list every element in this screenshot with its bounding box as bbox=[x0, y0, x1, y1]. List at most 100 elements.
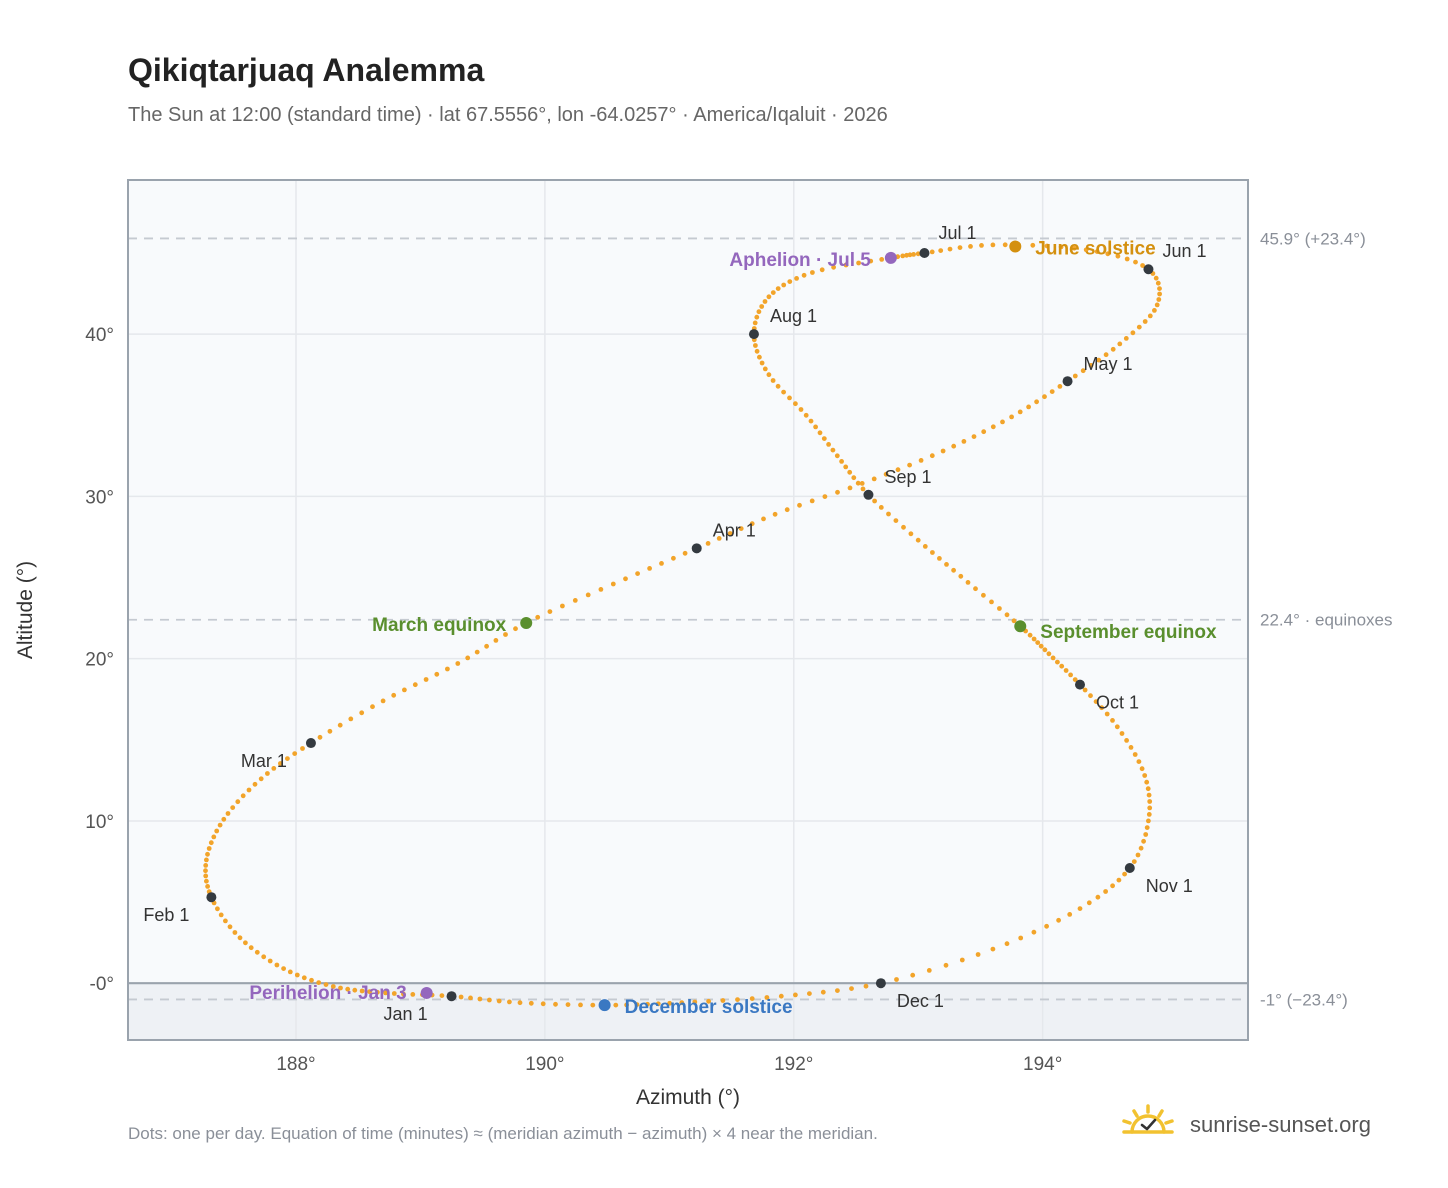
daily-sun-dot bbox=[1147, 313, 1153, 319]
daily-sun-dot bbox=[337, 722, 343, 728]
daily-sun-dot bbox=[598, 587, 604, 592]
daily-sun-dot bbox=[787, 279, 793, 284]
daily-sun-dot bbox=[540, 1001, 546, 1007]
daily-sun-dot bbox=[402, 687, 407, 693]
daily-sun-dot bbox=[208, 840, 214, 846]
daily-sun-dot bbox=[1147, 799, 1153, 804]
daily-sun-dot bbox=[762, 299, 768, 304]
daily-sun-dot bbox=[338, 985, 343, 991]
daily-sun-dot bbox=[445, 666, 450, 672]
daily-sun-dot bbox=[206, 846, 212, 851]
daily-sun-dot bbox=[753, 343, 758, 348]
daily-sun-dot bbox=[1072, 373, 1078, 379]
daily-sun-dot bbox=[879, 257, 885, 262]
daily-sun-dot bbox=[1044, 243, 1050, 249]
daily-sun-dot bbox=[513, 626, 518, 632]
daily-sun-dot bbox=[624, 1002, 629, 1008]
daily-sun-dot bbox=[979, 243, 984, 248]
daily-sun-dot bbox=[965, 580, 971, 585]
daily-sun-dot bbox=[292, 751, 298, 756]
daily-sun-dot bbox=[1146, 818, 1151, 824]
daily-sun-dot bbox=[1059, 663, 1065, 669]
daily-sun-dot bbox=[560, 603, 565, 609]
daily-sun-dot bbox=[203, 863, 209, 868]
month-marker-dot bbox=[691, 543, 702, 554]
month-marker-dot bbox=[1075, 679, 1085, 690]
daily-sun-dot bbox=[1044, 923, 1049, 929]
daily-sun-dot bbox=[1124, 256, 1130, 262]
daily-sun-dot bbox=[738, 526, 744, 531]
daily-sun-dot bbox=[822, 494, 828, 499]
axes: 188° 190° 192° 194° -0° 10° 20° 30° 40° Azimuth (… bbox=[14, 179, 1249, 1109]
brand-name: sunrise-sunset.org bbox=[1190, 1112, 1371, 1137]
brand-logo[interactable]: sunrise-sunset.org bbox=[1118, 1102, 1388, 1146]
month-marker-label: Dec 1 bbox=[897, 991, 944, 1011]
daily-sun-dot bbox=[872, 498, 877, 504]
x-tick-label: 190° bbox=[525, 1054, 564, 1075]
daily-sun-dot bbox=[487, 997, 492, 1003]
daily-sun-dot bbox=[826, 442, 831, 447]
month-marker-label: Jun 1 bbox=[1162, 241, 1206, 261]
daily-sun-dot bbox=[770, 378, 776, 383]
daily-sun-dot bbox=[465, 655, 471, 661]
month-marker-label: Oct 1 bbox=[1096, 693, 1139, 713]
month-marker-dot bbox=[446, 991, 457, 1002]
daily-sun-dot bbox=[938, 248, 944, 254]
daily-sun-dot bbox=[868, 258, 874, 264]
daily-sun-dot bbox=[1068, 672, 1073, 678]
daily-sun-dot bbox=[855, 480, 861, 486]
daily-sun-dot bbox=[367, 989, 372, 995]
daily-sun-dot bbox=[254, 949, 260, 955]
x-tick-label: 194° bbox=[1023, 1054, 1062, 1075]
daily-sun-dot bbox=[301, 975, 307, 981]
daily-sun-dot bbox=[817, 430, 823, 436]
daily-sun-dot bbox=[886, 511, 891, 517]
month-marker-label: Sep 1 bbox=[884, 467, 931, 487]
daily-sun-dot bbox=[477, 996, 483, 1002]
daily-sun-dot bbox=[883, 471, 889, 477]
month-marker-dot bbox=[1062, 376, 1073, 387]
daily-sun-dot bbox=[1145, 786, 1151, 792]
daily-sun-dot bbox=[348, 716, 354, 722]
daily-sun-dot bbox=[383, 990, 388, 996]
daily-sun-dot bbox=[590, 1002, 596, 1008]
month-marker-dot bbox=[919, 248, 930, 259]
daily-sun-dot bbox=[1086, 900, 1092, 906]
reference-line-label: 22.4° · equinoxes bbox=[1260, 611, 1393, 630]
daily-sun-dot bbox=[809, 498, 815, 504]
daily-sun-dot bbox=[752, 320, 758, 326]
x-axis-label: Azimuth (°) bbox=[636, 1086, 740, 1109]
month-marker-label: Aug 1 bbox=[770, 306, 817, 326]
daily-sun-dot bbox=[754, 348, 760, 354]
daily-sun-dot bbox=[679, 1000, 685, 1006]
daily-sun-dot bbox=[860, 486, 866, 492]
daily-sun-dot bbox=[237, 935, 243, 941]
daily-sun-dot bbox=[267, 958, 273, 964]
daily-sun-dot bbox=[794, 276, 799, 281]
daily-sun-dot bbox=[1077, 906, 1083, 911]
daily-sun-dot bbox=[474, 649, 480, 655]
daily-sun-dot bbox=[221, 816, 227, 822]
daily-sun-dot bbox=[1017, 409, 1023, 415]
daily-sun-dot bbox=[345, 986, 351, 992]
daily-sun-dot bbox=[610, 581, 616, 587]
event-marker-dot bbox=[1014, 620, 1027, 633]
daily-sun-dot bbox=[1088, 363, 1094, 368]
x-tick-label: 188° bbox=[276, 1054, 315, 1075]
month-marker-dot bbox=[206, 892, 217, 903]
daily-sun-dot bbox=[1116, 877, 1122, 883]
daily-sun-dot bbox=[330, 984, 336, 989]
daily-sun-dot bbox=[859, 481, 865, 486]
daily-sun-dot bbox=[375, 989, 380, 995]
daily-sun-dot bbox=[989, 599, 994, 605]
daily-sun-dot bbox=[204, 857, 209, 863]
daily-sun-dot bbox=[847, 485, 853, 491]
daily-sun-dot bbox=[705, 541, 711, 546]
daily-sun-dot bbox=[990, 424, 996, 430]
daily-sun-dot bbox=[278, 761, 283, 766]
daily-sun-dot bbox=[243, 940, 248, 946]
daily-sun-dot bbox=[759, 304, 765, 309]
daily-sun-dot bbox=[585, 592, 591, 598]
daily-sun-dot bbox=[1131, 859, 1137, 864]
daily-sun-dot bbox=[410, 992, 416, 997]
